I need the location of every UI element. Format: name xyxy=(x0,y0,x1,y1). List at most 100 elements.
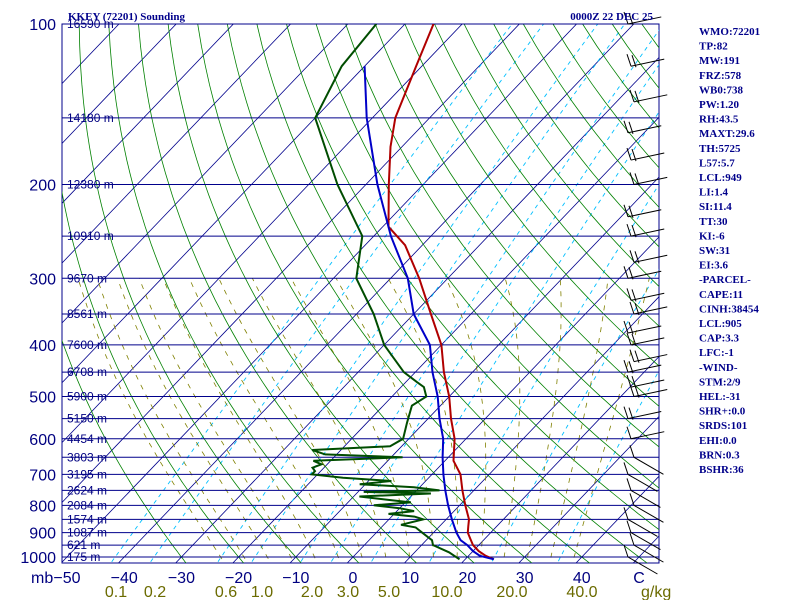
dry-adiabat-line xyxy=(62,190,245,563)
index-value: MW:191 xyxy=(699,55,740,67)
dewpoint-profile-line xyxy=(309,24,461,561)
index-value: LCL:949 xyxy=(699,172,742,184)
wind-barb xyxy=(623,406,662,420)
index-value: FRZ:578 xyxy=(699,70,742,82)
temperature-tick-label: −40 xyxy=(111,570,138,587)
index-value: CAP:3.3 xyxy=(699,333,740,345)
wind-barb xyxy=(626,288,665,302)
height-label: 14180 m xyxy=(67,111,114,125)
height-label: 621 m xyxy=(67,538,100,552)
height-label: 7600 m xyxy=(67,338,107,352)
temperature-tick-label: 40 xyxy=(573,570,591,587)
index-value: CINH:38454 xyxy=(699,303,759,315)
height-label: 2084 m xyxy=(67,498,107,512)
wind-barb xyxy=(629,384,668,398)
dry-adiabat-line xyxy=(463,24,659,287)
temperature-tick-label: 10 xyxy=(401,570,419,587)
mixing-ratio-unit-label: g/kg xyxy=(641,584,671,600)
wind-barb xyxy=(623,507,658,537)
wind-barb xyxy=(629,250,668,264)
profile-lines xyxy=(309,24,495,561)
index-value: LI:1.4 xyxy=(699,187,729,199)
index-value: PW:1.20 xyxy=(699,99,740,111)
wind-barb xyxy=(623,266,662,280)
pressure-tick-label: 100 xyxy=(29,17,56,34)
index-value: BRN:0.3 xyxy=(699,449,740,461)
index-value: MAXT:29.6 xyxy=(699,128,755,140)
pressure-unit-label: mb xyxy=(31,570,53,587)
index-value: LFC:-1 xyxy=(699,347,734,359)
height-label: 10910 m xyxy=(67,229,114,243)
pressure-tick-label: 900 xyxy=(29,526,56,543)
isotherm-line xyxy=(518,415,659,563)
wind-barb xyxy=(623,360,662,374)
temperature-tick-label: 30 xyxy=(516,570,534,587)
isotherm-line xyxy=(62,24,520,503)
mixing-ratio-line xyxy=(250,24,626,563)
mixing-ratio-line xyxy=(110,24,513,563)
pressure-tick-label: 700 xyxy=(29,467,56,484)
height-label: 8561 m xyxy=(67,307,107,321)
dry-adiabat-line xyxy=(493,24,659,248)
index-value: SW:31 xyxy=(699,245,730,257)
dry-adiabat-line xyxy=(256,24,648,563)
mixing-ratio-label: 0.2 xyxy=(144,584,166,600)
dry-adiabat-line xyxy=(108,24,360,563)
mixing-ratio-line xyxy=(490,268,659,563)
pressure-tick-label: 300 xyxy=(29,271,56,288)
moist-adiabat-line xyxy=(117,278,272,563)
mixing-ratio-label: 40.0 xyxy=(566,584,597,600)
mixing-ratio-line xyxy=(149,24,544,563)
dry-adiabat-line xyxy=(78,24,302,563)
index-value: BSHR:36 xyxy=(699,464,744,476)
dry-adiabat-line xyxy=(197,24,533,563)
wind-barb xyxy=(626,332,665,347)
mixing-ratio-label: 3.0 xyxy=(337,584,359,600)
wind-barbs xyxy=(623,11,668,575)
dry-adiabat-line xyxy=(434,24,659,327)
plot-frame xyxy=(61,23,660,564)
temperature-tick-label: −30 xyxy=(168,570,195,587)
moist-adiabat-line xyxy=(387,278,458,563)
dry-adiabat-line xyxy=(315,24,659,489)
mixing-ratio-label: 0.1 xyxy=(105,584,127,600)
moist-adiabat-line xyxy=(525,278,562,563)
height-label: 12380 m xyxy=(67,177,114,191)
temperature-tick-label: C xyxy=(633,570,645,587)
isotherm-line xyxy=(62,24,578,563)
height-label: 1087 m xyxy=(67,526,107,540)
moist-adiabat-line xyxy=(188,278,341,563)
isotherm-line xyxy=(0,0,28,568)
temperature-tick-label: −10 xyxy=(282,570,309,587)
wind-barb xyxy=(623,204,662,218)
index-value: -PARCEL- xyxy=(699,274,751,286)
index-value: TH:5725 xyxy=(699,143,741,155)
index-value: TT:30 xyxy=(699,216,728,228)
isotherm-line xyxy=(62,24,463,444)
moist-adiabat-line xyxy=(335,278,434,563)
isotherm-line xyxy=(62,24,234,204)
isotherm-line xyxy=(62,24,177,144)
isotherm-line xyxy=(62,24,292,264)
height-label: 2624 m xyxy=(67,483,107,497)
index-value: KI:-6 xyxy=(699,230,725,242)
temperature-tick-label: −20 xyxy=(225,570,252,587)
pressure-tick-label: 500 xyxy=(29,390,56,407)
index-value: LCL:905 xyxy=(699,318,742,330)
valid-time: 0000Z 22 DEC 25 xyxy=(570,11,653,23)
moist-adiabat-line xyxy=(218,278,365,563)
temperature-profile-line xyxy=(387,24,495,561)
height-label: 4454 m xyxy=(67,432,107,446)
height-label: 5150 m xyxy=(67,412,107,426)
mixing-ratio-label: 0.6 xyxy=(215,584,237,600)
moist-adiabat-line xyxy=(445,278,487,563)
index-value: RH:43.5 xyxy=(699,114,739,126)
axis-labels: 16590 m 14180 m 12380 m 10910 m 9670 m 8561 m… xyxy=(20,17,644,600)
mixing-ratio-label: 2.0 xyxy=(301,584,323,600)
temperature-tick-label: 20 xyxy=(459,570,477,587)
index-value: CAPE:11 xyxy=(699,289,743,301)
height-label: 5900 m xyxy=(67,390,107,404)
moist-adiabat-line xyxy=(96,278,249,563)
